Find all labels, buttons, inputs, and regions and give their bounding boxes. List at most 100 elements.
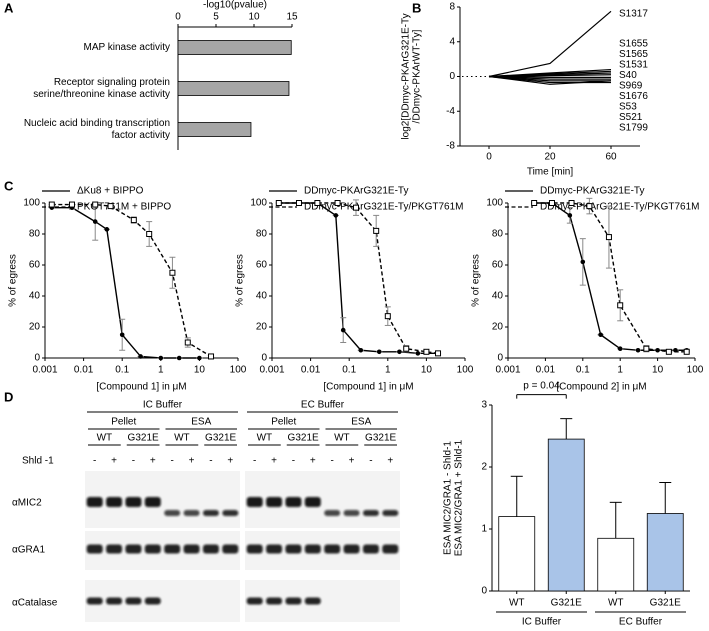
x-tick-label: G321E — [551, 598, 582, 609]
x-tick-label: 0 — [175, 12, 181, 23]
x-axis-title: [Compound 1] in μM — [323, 382, 413, 393]
marker — [119, 332, 125, 338]
x-axis-title: Time [min] — [527, 167, 574, 178]
blot-band — [183, 544, 200, 554]
category-label: Receptor signaling protein serine/threon… — [33, 76, 170, 100]
marker — [397, 349, 402, 355]
y-axis-title: % of egress — [235, 254, 246, 307]
marker — [275, 200, 282, 206]
blot-band — [106, 597, 123, 605]
blot-band — [164, 544, 181, 554]
y-tick-label: 100 — [250, 198, 267, 209]
treatment-sign: + — [271, 456, 277, 467]
panel-label: C — [4, 178, 14, 193]
strain-label: G321E — [365, 433, 396, 444]
marker — [295, 200, 302, 206]
x-tick-label: 0.01 — [301, 365, 321, 376]
marker — [665, 348, 672, 355]
treatment-sign: - — [171, 456, 174, 467]
blot-band — [343, 510, 360, 516]
treatment-label: Shld -1 — [22, 456, 54, 467]
antibody-label: αCatalase — [12, 598, 58, 609]
marker — [580, 259, 586, 265]
marker — [352, 204, 359, 211]
blot-band — [266, 544, 283, 554]
group-label: IC Buffer — [522, 617, 562, 628]
bar — [177, 122, 252, 137]
antibody-label: αGRA1 — [12, 545, 45, 556]
y-tick-label: 80 — [256, 229, 268, 240]
marker — [314, 200, 321, 206]
x-tick-label: 100 — [230, 365, 247, 376]
blot-band — [285, 597, 302, 605]
y-tick-label: 0 — [261, 353, 267, 364]
blot-band — [202, 510, 219, 516]
x-tick-label: 10 — [194, 365, 206, 376]
y-tick-label: 0 — [34, 353, 40, 364]
x-tick-label: 10 — [248, 12, 260, 23]
fraction-label: Pellet — [271, 417, 296, 428]
x-tick-label: G321E — [650, 598, 681, 609]
blot-band — [144, 597, 161, 605]
bar — [597, 537, 635, 592]
marker — [605, 234, 612, 241]
legend-label: S40 — [619, 70, 637, 81]
x-tick-label: 0.1 — [576, 365, 590, 376]
group-label: EC Buffer — [619, 617, 663, 628]
bar — [177, 40, 292, 55]
y-tick-label: 60 — [492, 260, 504, 271]
blot-band — [324, 544, 341, 554]
blot-band — [106, 497, 123, 507]
treatment-sign: + — [310, 456, 316, 467]
y-tick-label: 1 — [481, 524, 487, 535]
category-label: MAP kinase activity — [83, 41, 170, 53]
series-line — [488, 10, 612, 78]
treatment-sign: - — [209, 456, 212, 467]
fraction-label: ESA — [191, 417, 211, 428]
marker — [548, 200, 555, 206]
y-tick-label: 20 — [29, 322, 41, 333]
marker — [384, 313, 391, 320]
legend-label: S1531 — [619, 60, 648, 71]
marker — [423, 348, 430, 355]
y-tick-label: -8 — [446, 141, 455, 152]
marker — [130, 217, 137, 224]
marker — [197, 355, 202, 361]
y-axis-title: ESA MIC2/GRA1 + Shld-1 — [454, 439, 465, 556]
bar — [646, 513, 684, 592]
y-axis-title: /DDmyc-PKArWT-Ty] — [412, 29, 423, 123]
fit-curve — [534, 202, 687, 353]
fit-curve — [278, 202, 439, 355]
y-axis-title: % of egress — [8, 254, 19, 307]
y-tick-label: 100 — [486, 198, 503, 209]
treatment-sign: + — [150, 456, 156, 467]
blot-band — [222, 544, 239, 554]
treatment-sign: + — [387, 456, 393, 467]
blot-band — [362, 510, 379, 516]
legend-label: DDmyc-PKArG321E-Ty/PKGT761M — [540, 202, 699, 213]
y-axis-title: % of egress — [471, 254, 482, 307]
x-tick-label: 1 — [617, 365, 623, 376]
treatment-sign: + — [189, 456, 195, 467]
strain-label: WT — [334, 433, 350, 444]
category-label-box: Nucleic acid binding transcription facto… — [23, 117, 170, 141]
y-tick-label: 80 — [492, 229, 504, 240]
blot-band — [86, 497, 103, 507]
blot-band — [285, 544, 302, 554]
legend-label: S1676 — [619, 91, 648, 102]
x-tick-label: 5 — [213, 12, 219, 23]
y-tick-label: 0 — [497, 353, 503, 364]
category-label: Nucleic acid binding transcription facto… — [23, 117, 170, 141]
x-tick-label: 0.001 — [259, 365, 284, 376]
marker — [617, 346, 623, 352]
marker — [683, 348, 690, 355]
marker — [107, 203, 114, 210]
fit-curve — [278, 202, 439, 355]
marker — [373, 227, 380, 234]
x-axis-title: [Compound 2] in μM — [556, 382, 646, 393]
legend-label: S969 — [619, 81, 643, 92]
group-label: EC Buffer — [301, 400, 345, 411]
category-label-box: Receptor signaling protein serine/threon… — [33, 76, 170, 100]
treatment-sign: + — [349, 456, 355, 467]
blot-band — [202, 544, 219, 554]
